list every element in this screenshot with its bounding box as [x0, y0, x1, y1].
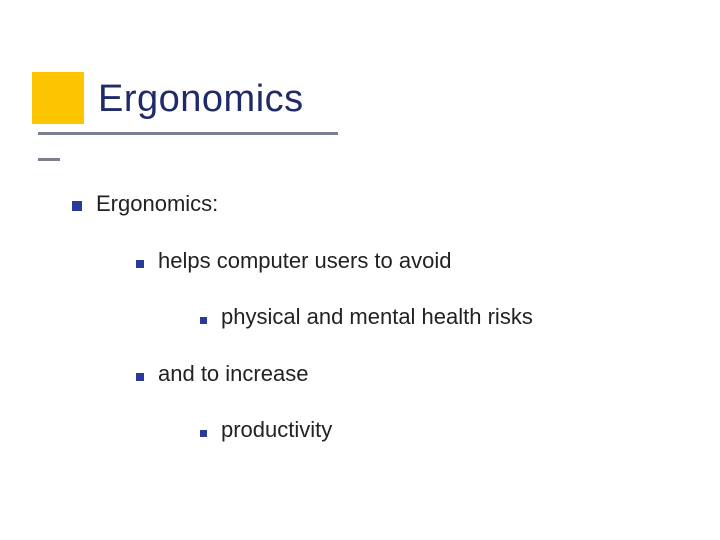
slide-body: Ergonomics: helps computer users to avoi… — [72, 190, 680, 473]
bullet-level2: helps computer users to avoid — [136, 247, 680, 276]
square-bullet-icon — [136, 260, 144, 268]
title-accent-block — [32, 72, 84, 124]
bullet-level1: Ergonomics: — [72, 190, 680, 219]
bullet-text: productivity — [221, 416, 332, 445]
square-bullet-icon — [136, 373, 144, 381]
title-underline-long — [38, 132, 338, 135]
square-bullet-icon — [72, 201, 82, 211]
title-underline-short — [38, 158, 60, 161]
bullet-text: helps computer users to avoid — [158, 247, 452, 276]
bullet-level2: and to increase — [136, 360, 680, 389]
bullet-text: and to increase — [158, 360, 308, 389]
title-container: Ergonomics — [98, 78, 304, 121]
bullet-text: physical and mental health risks — [221, 303, 533, 332]
slide-title: Ergonomics — [98, 78, 304, 121]
square-bullet-icon — [200, 317, 207, 324]
bullet-level3: productivity — [200, 416, 680, 445]
square-bullet-icon — [200, 430, 207, 437]
bullet-level3: physical and mental health risks — [200, 303, 680, 332]
bullet-text: Ergonomics: — [96, 190, 218, 219]
